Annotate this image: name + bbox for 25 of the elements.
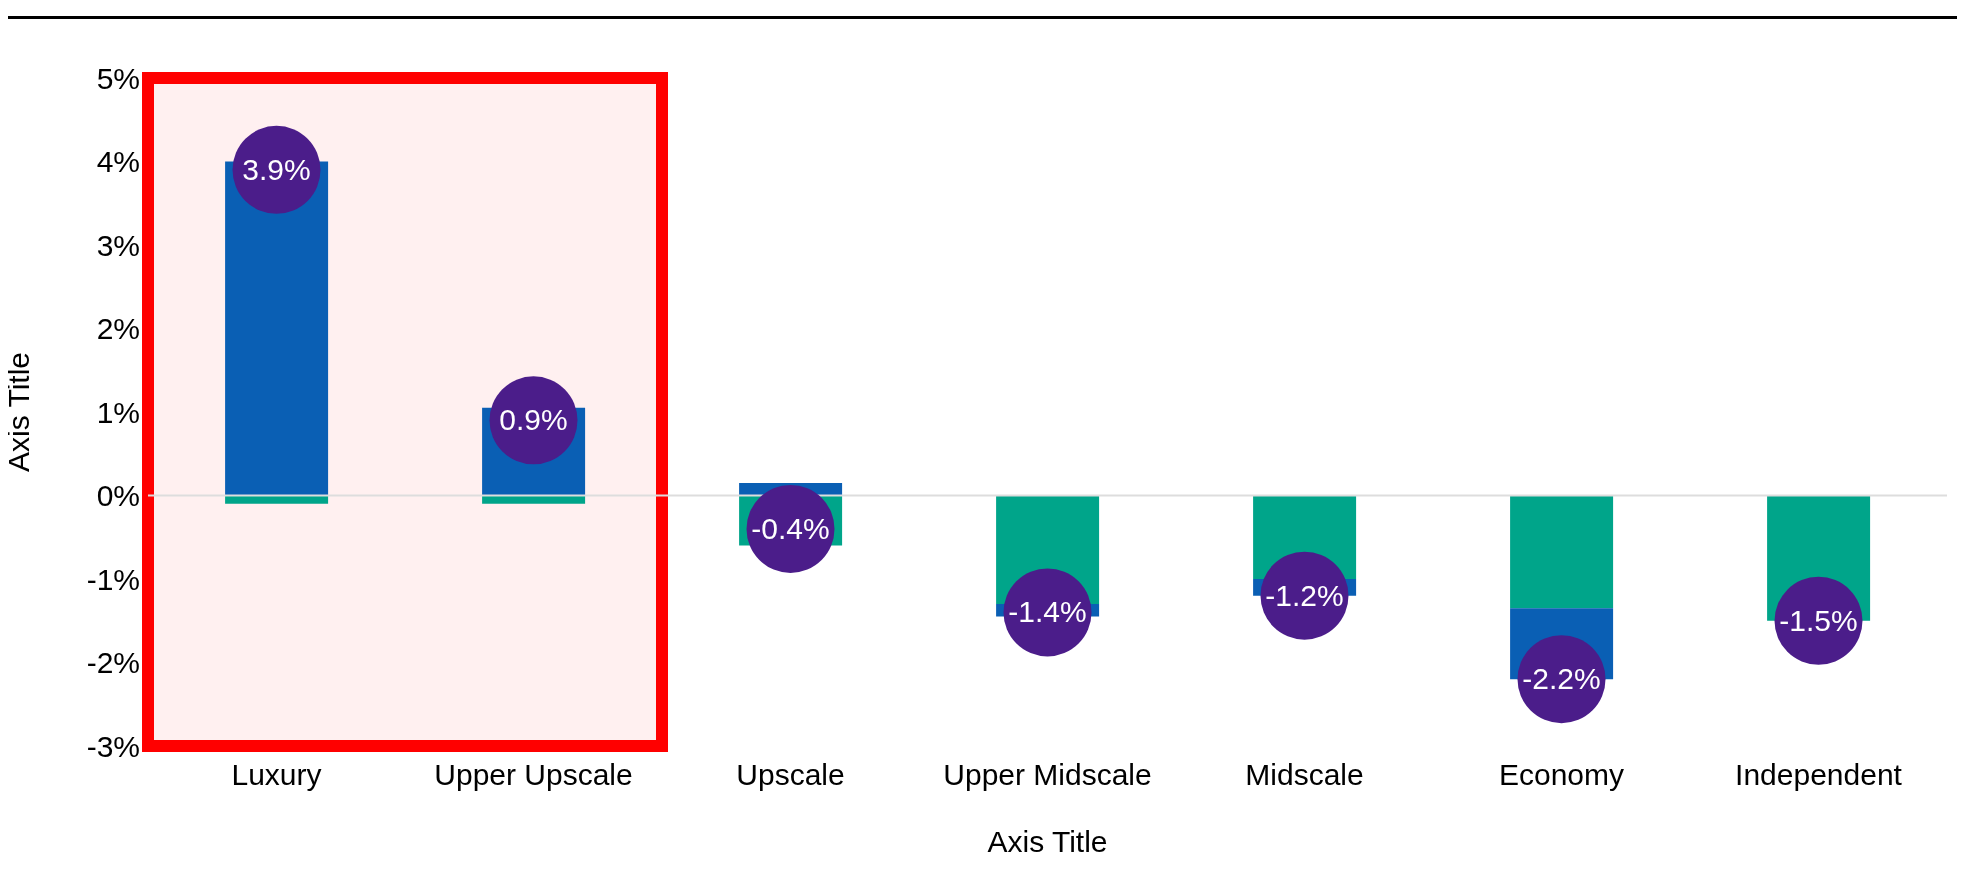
data-label: 3.9%: [242, 152, 311, 186]
data-label: -1.2%: [1265, 578, 1344, 612]
y-tick-label: 2%: [96, 312, 140, 346]
y-tick-label: 5%: [96, 61, 140, 95]
x-axis-title: Axis Title: [987, 825, 1108, 858]
y-tick-label: -2%: [86, 646, 140, 680]
data-label: -0.4%: [751, 511, 830, 545]
y-tick-label: 3%: [96, 228, 140, 262]
y-tick-label: -1%: [86, 562, 140, 596]
y-tick-label: 1%: [96, 395, 140, 429]
x-tick-label: Upper Midscale: [943, 758, 1152, 792]
x-tick-label: Midscale: [1245, 758, 1364, 792]
y-tick-label: -3%: [86, 729, 140, 763]
data-label: -1.5%: [1779, 603, 1858, 637]
x-tick-label: Upper Upscale: [434, 758, 633, 792]
y-tick-label: 0%: [96, 479, 140, 513]
x-tick-label: Luxury: [231, 758, 322, 792]
bar: [1510, 495, 1614, 609]
x-tick-label: Independent: [1735, 758, 1903, 792]
y-tick-label: 4%: [96, 145, 140, 179]
data-label: -1.4%: [1008, 595, 1087, 629]
data-label: 0.9%: [499, 403, 568, 437]
x-tick-label: Economy: [1498, 758, 1625, 792]
x-tick-label: Upscale: [736, 758, 845, 792]
data-label: -2.2%: [1522, 662, 1601, 696]
